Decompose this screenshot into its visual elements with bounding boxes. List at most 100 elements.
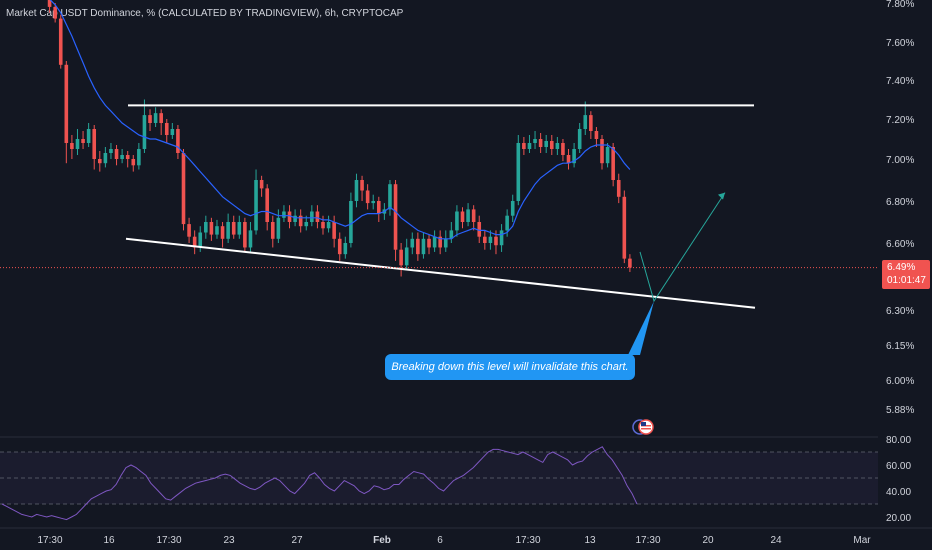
candle	[483, 230, 487, 250]
time-tick-label: 6	[437, 535, 443, 546]
candle	[354, 173, 359, 208]
candle	[270, 215, 275, 248]
candle	[360, 175, 364, 201]
candle	[276, 209, 281, 243]
time-tick-label: 17:30	[635, 535, 660, 546]
candle	[109, 143, 113, 159]
candle	[326, 215, 331, 233]
candle	[349, 192, 353, 248]
time-tick-label: 24	[770, 535, 782, 546]
candle	[86, 123, 91, 147]
candle	[605, 143, 610, 168]
candle	[215, 219, 219, 239]
candle	[566, 149, 571, 170]
time-tick-label: 17:30	[156, 535, 181, 546]
price-tick-label: 5.88%	[886, 405, 914, 416]
price-axis[interactable]: 7.80% 7.60% 7.40% 7.20% 7.00% 6.80% 6.60% 6.30%…	[886, 0, 914, 416]
time-tick-label: 17:30	[37, 535, 62, 546]
price-tick-label: 6.60%	[886, 239, 914, 250]
candle	[131, 155, 136, 172]
rsi-line	[1, 446, 638, 521]
support-trendline[interactable]	[125, 237, 756, 309]
time-tick-label: Feb	[373, 535, 391, 546]
candle	[583, 101, 588, 135]
rsi-tick-label: 60.00	[886, 461, 911, 472]
annotation-callout[interactable]: Breaking down this level will invalidate…	[385, 354, 635, 380]
candle	[343, 236, 348, 259]
price-tick-label: 7.60%	[886, 38, 914, 49]
candle	[220, 222, 225, 248]
candle	[449, 222, 454, 243]
candle	[315, 205, 320, 229]
candle	[53, 3, 57, 23]
candle	[226, 213, 230, 243]
candle	[92, 125, 97, 170]
candle	[231, 215, 236, 239]
time-tick-label: 20	[702, 535, 714, 546]
candle	[81, 131, 85, 149]
candle	[516, 135, 521, 206]
candle	[337, 232, 342, 261]
candle	[572, 143, 576, 168]
candle	[98, 151, 102, 172]
candle	[499, 224, 504, 252]
candle	[209, 217, 214, 241]
candle	[438, 230, 442, 255]
candle	[248, 222, 253, 252]
candle	[549, 135, 554, 155]
candle	[377, 196, 381, 222]
candle	[70, 135, 74, 159]
bar-countdown: 01:01:47	[887, 275, 926, 286]
candle	[120, 149, 124, 164]
candle	[388, 180, 392, 216]
current-price-label: 6.49% 01:01:47	[882, 260, 930, 289]
candle	[404, 238, 409, 270]
candle	[75, 129, 80, 155]
time-tick-label: 13	[584, 535, 596, 546]
candle	[282, 205, 286, 222]
ema-line	[49, 0, 631, 240]
candle	[64, 61, 69, 164]
rsi-pane[interactable]: 80.00 60.00 40.00 20.00	[0, 435, 911, 524]
candle	[137, 143, 141, 170]
candle	[427, 234, 431, 255]
candle	[148, 109, 152, 131]
candle	[544, 135, 548, 153]
candle	[237, 215, 242, 239]
candle	[488, 230, 493, 250]
time-tick-label: 27	[291, 535, 303, 546]
candle	[577, 123, 582, 153]
candle	[298, 209, 303, 233]
candle	[310, 205, 314, 227]
candle	[477, 215, 482, 243]
candle	[460, 207, 465, 229]
candle	[533, 131, 537, 149]
candle	[170, 123, 175, 139]
candle	[164, 119, 169, 143]
candle	[103, 147, 108, 168]
candle	[287, 205, 292, 229]
price-tick-label: 6.30%	[886, 306, 914, 317]
time-axis[interactable]: 17:30 16 17:30 23 27 Feb 6 17:30 13 17:30 20 24 Mar	[0, 527, 932, 546]
candle	[561, 139, 565, 162]
rsi-tick-label: 20.00	[886, 513, 911, 524]
candle	[527, 135, 532, 153]
candle	[594, 127, 599, 147]
candle	[611, 143, 615, 187]
candle	[443, 230, 448, 252]
candle	[421, 232, 426, 259]
time-tick-label: 17:30	[515, 535, 540, 546]
candle	[114, 145, 119, 166]
price-tick-label: 6.80%	[886, 197, 914, 208]
flag-badge-icon[interactable]	[632, 418, 654, 436]
candle	[187, 217, 191, 243]
candle	[600, 135, 604, 170]
candle	[393, 180, 398, 261]
candle	[332, 215, 336, 248]
candle	[455, 205, 459, 237]
candle	[176, 125, 180, 159]
candle	[47, 0, 52, 13]
candle	[471, 205, 476, 231]
candle	[159, 109, 163, 135]
